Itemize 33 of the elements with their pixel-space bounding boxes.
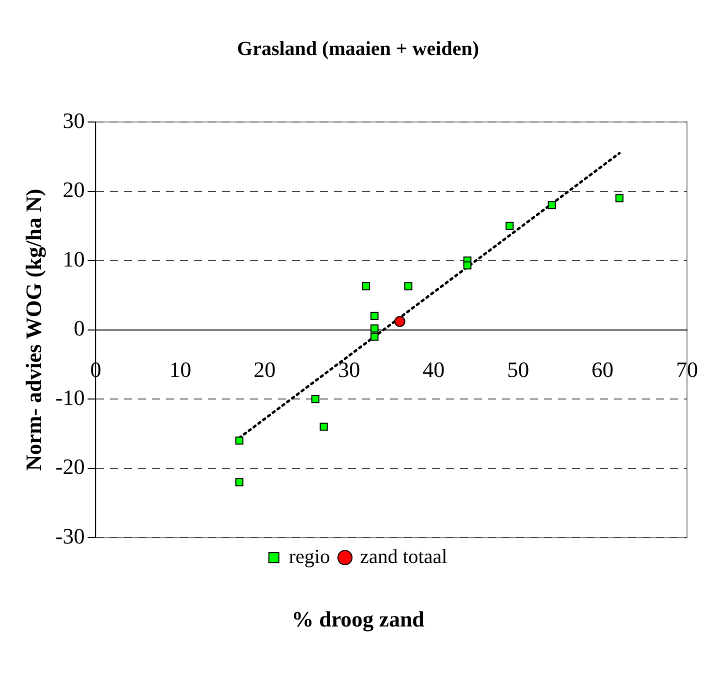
y-tick-label: 20 [62, 177, 85, 202]
point [320, 422, 328, 431]
x-tick-label: 40 [422, 356, 445, 382]
point [615, 194, 624, 202]
y-tick-label: -10 [55, 384, 85, 410]
point [463, 261, 472, 270]
point [235, 436, 244, 445]
point [370, 324, 379, 332]
point [370, 312, 379, 320]
point [506, 222, 514, 230]
y-axis-title: Norm- advies WOG (kg/ha N) [20, 188, 46, 471]
x-tick-label: 50 [507, 356, 530, 382]
point [548, 201, 556, 210]
y-tick-label: -20 [55, 454, 85, 480]
point [311, 395, 320, 404]
x-tick-label: 70 [676, 356, 698, 382]
y-tick-label: 10 [62, 246, 85, 272]
y-tick-label: 0 [74, 316, 85, 341]
x-tick-label: 30 [338, 356, 360, 382]
x-tick-label: 10 [169, 356, 192, 382]
x-tick-label: 20 [254, 356, 276, 382]
chart-title: Grasland (maaien + weiden) [237, 38, 479, 60]
x-axis-title: % droog zand [292, 606, 424, 632]
legend-label: zand totaal [360, 546, 448, 568]
legend-label: regio [288, 546, 330, 568]
point [404, 282, 412, 290]
point [235, 478, 244, 486]
point [370, 332, 379, 341]
point [362, 282, 370, 290]
y-tick-label: 30 [62, 108, 85, 133]
x-tick-label: 60 [592, 356, 614, 382]
point [394, 316, 406, 327]
y-tick-label: -30 [55, 523, 85, 548]
